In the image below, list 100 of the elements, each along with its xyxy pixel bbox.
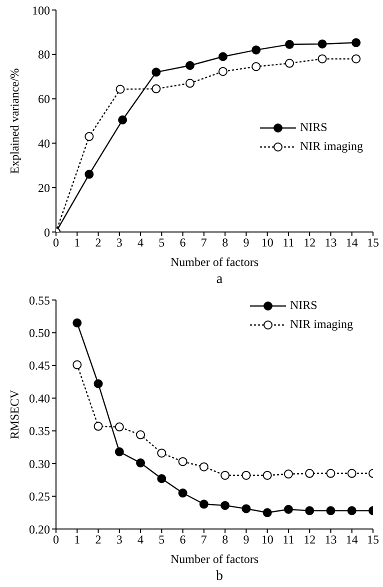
x-tick-label: 1 (74, 236, 80, 250)
legend-label: NIR imaging (300, 139, 363, 154)
point (72, 318, 82, 328)
x-tick-label: 0 (53, 532, 59, 547)
y-tick-label: 0.35 (29, 424, 50, 438)
y-tick-label: 80 (38, 48, 50, 62)
point (152, 68, 161, 77)
point (157, 448, 166, 458)
x-tick-label: 0 (53, 236, 59, 250)
x-tick-label: 4 (138, 236, 144, 250)
point (318, 54, 327, 64)
point (242, 470, 251, 480)
point (284, 470, 293, 479)
point (114, 422, 124, 432)
y-tick-label: 40 (38, 136, 50, 150)
x-tick-label: 7 (200, 236, 207, 250)
point (178, 457, 188, 466)
point (114, 447, 124, 456)
point (199, 462, 208, 472)
x-axis-title: Number of factors (170, 255, 259, 269)
y-tick-label: 0 (44, 225, 50, 240)
point (352, 38, 361, 48)
point (199, 500, 208, 509)
x-tick-label: 15 (367, 236, 379, 250)
x-tick-label: 1 (74, 532, 80, 547)
point (347, 468, 356, 478)
point (252, 62, 261, 72)
x-tick-label: 11 (282, 236, 294, 250)
point (136, 430, 146, 440)
point (220, 500, 230, 510)
x-tick-label: 2 (95, 236, 102, 250)
text: b (215, 569, 224, 585)
point (185, 78, 194, 88)
point (305, 468, 314, 478)
y-tick-label: 0.45 (29, 358, 50, 373)
x-tick-label: 14 (346, 236, 358, 250)
point (72, 360, 82, 370)
y-tick-label: 0.55 (29, 293, 50, 308)
x-tick-label: 8 (222, 236, 228, 250)
x-tick-label: 2 (95, 532, 102, 547)
x-tick-label: 3 (116, 236, 122, 250)
y-tick-label: 0.30 (29, 456, 50, 471)
point (347, 506, 356, 516)
x-tick-label: 3 (116, 532, 122, 547)
x-tick-label: 13 (324, 532, 337, 547)
y-axis-title: RMSECV (7, 390, 22, 440)
text: a (215, 272, 224, 288)
y-tick-label: 0.20 (29, 522, 50, 536)
x-tick-label: 4 (138, 532, 144, 547)
x-tick-label: 5 (158, 236, 165, 250)
point (262, 470, 272, 480)
point (94, 422, 103, 431)
y-tick-label: 0.40 (29, 391, 50, 406)
x-tick-label: 5 (158, 532, 165, 547)
point (220, 470, 230, 480)
point (118, 115, 128, 124)
point (218, 52, 228, 62)
x-tick-label: 14 (346, 532, 358, 547)
x-tick-label: 9 (243, 532, 250, 547)
y-axis-title: Explained variance/% (7, 68, 22, 174)
point (305, 506, 314, 516)
point (84, 132, 94, 142)
y-tick-label: 100 (32, 3, 50, 18)
x-tick-label: 6 (180, 236, 186, 250)
point (326, 468, 336, 478)
point (242, 504, 251, 514)
point (326, 506, 336, 516)
point (84, 170, 94, 179)
point (136, 458, 146, 468)
x-tick-label: 13 (324, 236, 337, 250)
legend-label: NIRS (300, 120, 328, 135)
x-tick-label: 10 (261, 236, 274, 250)
x-tick-label: 15 (367, 532, 379, 547)
point (152, 84, 161, 94)
point (352, 54, 361, 64)
point (116, 84, 125, 94)
point (218, 66, 228, 76)
point (252, 45, 261, 54)
x-tick-label: 6 (180, 532, 186, 547)
y-tick-label: 20 (38, 180, 50, 195)
x-tick-label: 7 (200, 532, 207, 547)
point (262, 508, 272, 518)
point (284, 504, 293, 514)
y-tick-label: 60 (38, 92, 50, 106)
point (157, 474, 166, 484)
point (285, 40, 294, 49)
x-tick-label: 12 (304, 236, 316, 250)
x-tick-label: 12 (304, 532, 316, 547)
point (178, 488, 188, 498)
x-tick-label: 8 (222, 532, 228, 547)
point (318, 39, 327, 48)
point (94, 379, 103, 388)
point (285, 58, 294, 68)
x-tick-label: 9 (243, 236, 250, 250)
y-tick-label: 0.25 (29, 490, 50, 504)
x-tick-label: 10 (261, 532, 274, 547)
legend-label: NIRS (290, 298, 318, 313)
legend-label: NIR imaging (290, 317, 353, 332)
x-axis-title: Number of factors (170, 552, 259, 566)
y-tick-label: 0.50 (29, 326, 50, 340)
